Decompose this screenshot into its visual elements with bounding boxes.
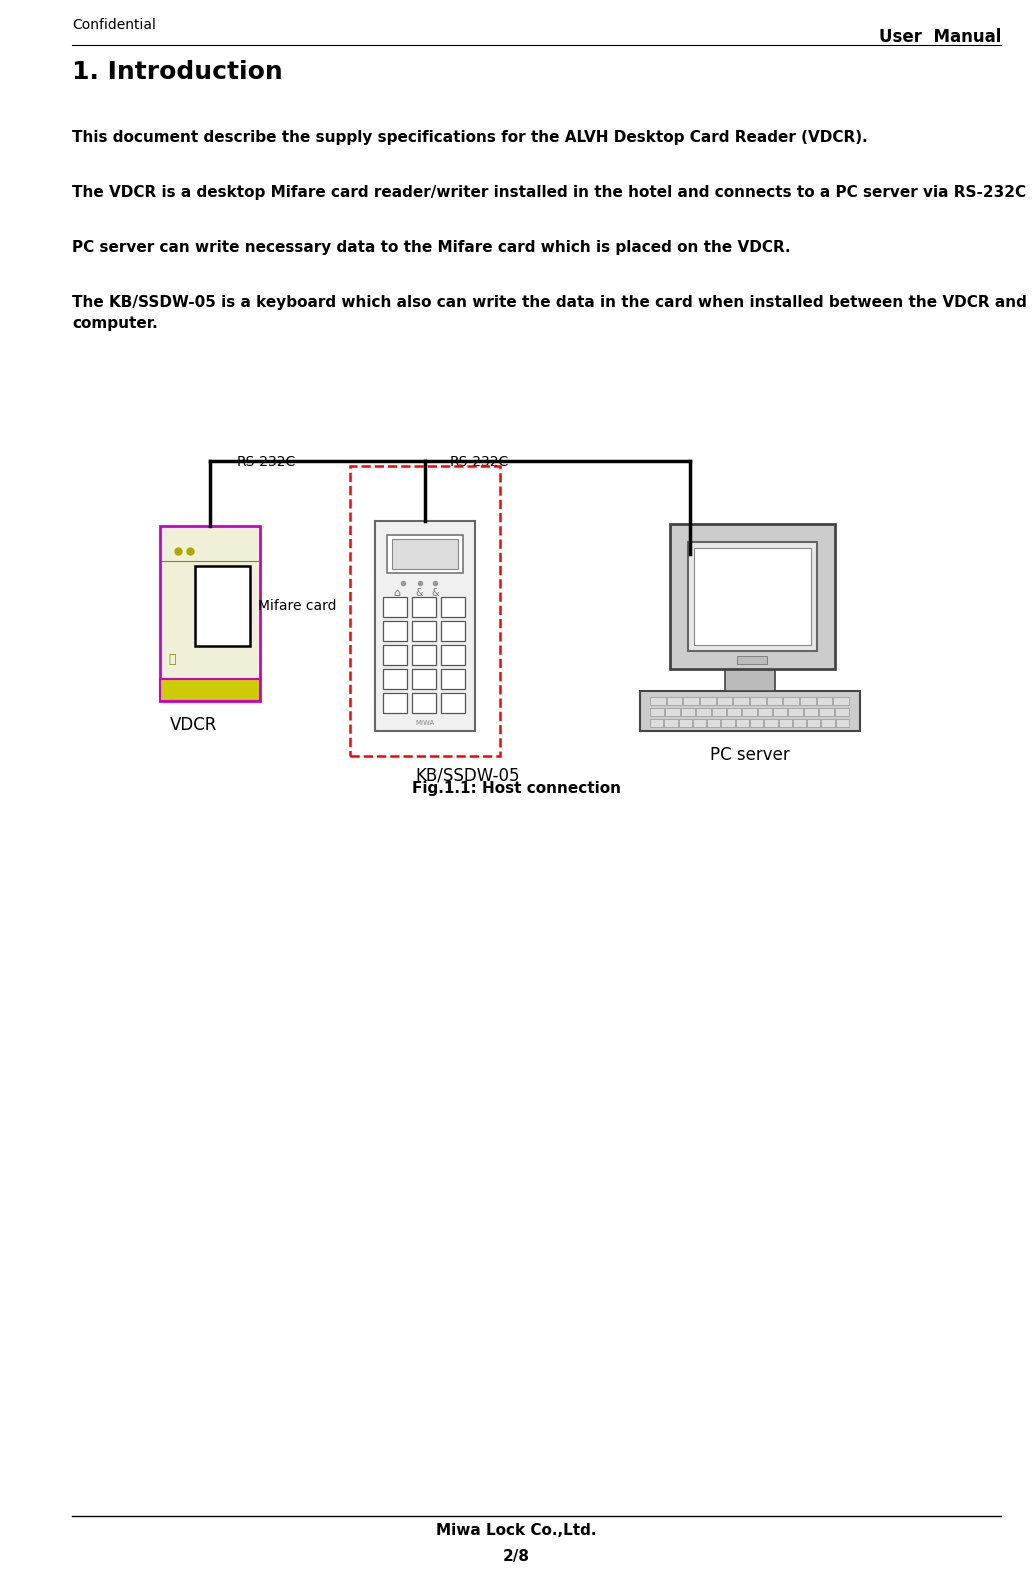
Bar (836, 720, 849, 727)
Bar (707, 720, 720, 727)
Text: Miwa Lock Co.,Ltd.: Miwa Lock Co.,Ltd. (436, 1522, 596, 1538)
Text: RS-232C: RS-232C (450, 456, 509, 470)
Bar (833, 698, 849, 705)
Bar (383, 669, 407, 690)
Bar (716, 698, 733, 705)
Bar (160, 679, 260, 701)
Bar (679, 720, 691, 727)
Bar (765, 720, 777, 727)
Bar (383, 646, 407, 665)
Bar (667, 698, 682, 705)
Bar (665, 720, 678, 727)
Bar (412, 646, 436, 665)
Bar (640, 691, 860, 731)
Text: Fig.1.1: Host connection: Fig.1.1: Host connection (412, 781, 620, 796)
Bar (412, 693, 436, 713)
Text: RS-232C: RS-232C (237, 456, 296, 470)
Bar (650, 709, 665, 716)
Bar (160, 526, 260, 701)
Text: The VDCR is a desktop Mifare card reader/writer installed in the hotel and conne: The VDCR is a desktop Mifare card reader… (72, 185, 1032, 200)
Text: ⌂: ⌂ (393, 588, 400, 599)
Bar (742, 709, 756, 716)
Text: The KB/SSDW-05 is a keyboard which also can write the data in the card when inst: The KB/SSDW-05 is a keyboard which also … (72, 295, 1032, 331)
Bar (650, 720, 664, 727)
Bar (734, 698, 749, 705)
Bar (807, 720, 820, 727)
Bar (835, 709, 849, 716)
Text: Mifare card: Mifare card (258, 599, 336, 613)
Text: 1. Introduction: 1. Introduction (72, 60, 283, 83)
Text: User  Manual: User Manual (878, 28, 1001, 46)
Text: 2/8: 2/8 (503, 1549, 529, 1565)
Bar (375, 522, 475, 731)
Bar (697, 709, 711, 716)
Text: MIWA: MIWA (415, 720, 434, 726)
Bar (387, 536, 463, 573)
Bar (737, 657, 767, 665)
Bar (793, 720, 806, 727)
Bar (767, 698, 782, 705)
Bar (683, 698, 699, 705)
Text: This document describe the supply specifications for the ALVH Desktop Card Reade: This document describe the supply specif… (72, 130, 868, 145)
Bar (383, 693, 407, 713)
Bar (383, 597, 407, 617)
Bar (700, 698, 715, 705)
Bar (441, 597, 465, 617)
Bar (819, 709, 834, 716)
Text: PC server: PC server (710, 746, 789, 764)
Bar (412, 669, 436, 690)
Bar (773, 709, 787, 716)
Bar (441, 621, 465, 641)
Bar (670, 525, 835, 669)
Bar (804, 709, 818, 716)
Bar (750, 698, 766, 705)
Bar (350, 467, 499, 756)
Bar (688, 542, 817, 650)
Text: &: & (431, 588, 439, 599)
Bar (727, 709, 741, 716)
Bar (816, 698, 833, 705)
Bar (694, 548, 811, 646)
Text: Confidential: Confidential (72, 17, 156, 31)
Bar (750, 720, 764, 727)
Bar (692, 720, 706, 727)
Bar (757, 709, 772, 716)
Text: KB/SSDW-05: KB/SSDW-05 (415, 767, 519, 784)
Bar (666, 709, 680, 716)
Text: &: & (415, 588, 423, 599)
Bar (736, 720, 749, 727)
Bar (650, 698, 666, 705)
Bar (721, 720, 735, 727)
Bar (441, 669, 465, 690)
Bar (383, 621, 407, 641)
Bar (778, 720, 792, 727)
Bar (725, 669, 775, 691)
Bar (195, 566, 250, 646)
Text: ⚿: ⚿ (168, 652, 175, 666)
Bar (821, 720, 835, 727)
Bar (681, 709, 696, 716)
Text: PC server can write necessary data to the Mifare card which is placed on the VDC: PC server can write necessary data to th… (72, 240, 791, 255)
Bar (412, 621, 436, 641)
Bar (441, 646, 465, 665)
Bar (711, 709, 725, 716)
Bar (392, 539, 458, 569)
Bar (800, 698, 815, 705)
Bar (783, 698, 799, 705)
Bar (412, 597, 436, 617)
Bar (441, 693, 465, 713)
Bar (788, 709, 803, 716)
Text: VDCR: VDCR (170, 716, 218, 734)
